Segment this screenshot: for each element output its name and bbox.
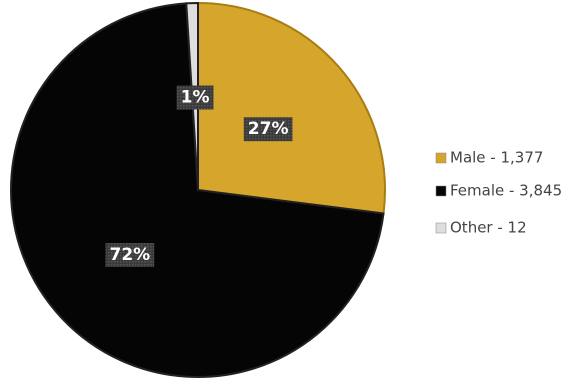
data-label-box — [176, 85, 214, 110]
legend-swatch — [435, 222, 447, 234]
legend-swatch — [435, 152, 447, 164]
data-label-text: 27% — [248, 119, 289, 139]
legend-label: Male - 1,377 — [450, 149, 543, 167]
data-label-box — [105, 243, 155, 268]
data-label-box — [243, 117, 293, 142]
data-label: 72% — [105, 243, 155, 268]
data-label: 1% — [176, 85, 214, 110]
data-label-text: 72% — [109, 245, 150, 265]
data-label: 27% — [243, 117, 293, 142]
legend-label: Female - 3,845 — [450, 182, 562, 200]
pie-slice — [197, 1, 386, 215]
legend-swatch — [435, 185, 447, 197]
data-label-text: 1% — [181, 88, 210, 108]
legend-label: Other - 12 — [450, 219, 527, 237]
pie-slice — [9, 2, 385, 378]
